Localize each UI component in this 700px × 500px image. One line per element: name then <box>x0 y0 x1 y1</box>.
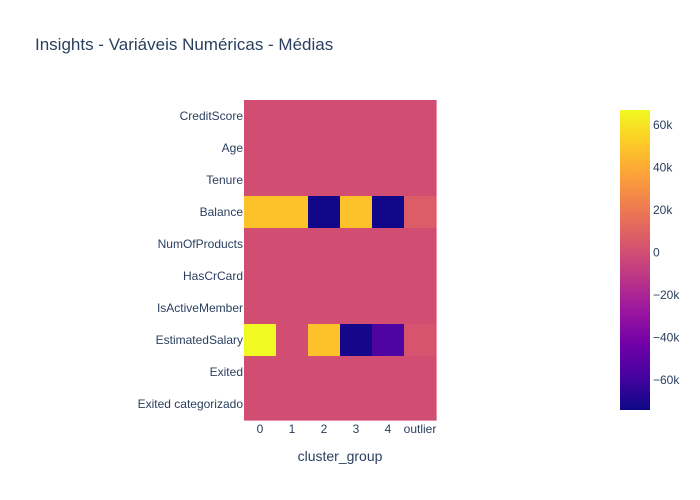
heatmap-cell <box>372 292 405 325</box>
heatmap-cell <box>244 164 277 197</box>
x-tick-label: 1 <box>289 422 296 436</box>
colorbar-tick-label: 0 <box>653 246 660 260</box>
heatmap-cell <box>276 356 309 389</box>
y-tick-label: IsActiveMember <box>157 301 243 315</box>
heatmap-cell <box>308 132 341 165</box>
heatmap-cell <box>308 324 341 357</box>
y-tick-label: EstimatedSalary <box>156 333 243 347</box>
heatmap-cell <box>372 164 405 197</box>
y-tick-label: HasCrCard <box>183 269 243 283</box>
heatmap-cell <box>276 196 309 229</box>
heatmap-cell <box>404 164 437 197</box>
heatmap-cell <box>276 132 309 165</box>
x-axis-ticks: 0 1 2 3 4 outlier <box>257 422 437 436</box>
heatmap-cell <box>340 164 373 197</box>
heatmap-cell <box>276 388 309 421</box>
heatmap-cell <box>244 100 277 133</box>
x-tick-label: 3 <box>353 422 360 436</box>
heatmap-cell <box>340 324 373 357</box>
heatmap-cell <box>308 164 341 197</box>
y-tick-label: Balance <box>200 205 244 219</box>
heatmap-cell <box>340 292 373 325</box>
y-tick-label: Exited categorizado <box>138 397 244 411</box>
heatmap-cell <box>276 100 309 133</box>
heatmap-cell <box>244 356 277 389</box>
colorbar-tick-label: −60k <box>653 373 680 387</box>
heatmap-cell <box>340 228 373 261</box>
heatmap-cell <box>340 196 373 229</box>
heatmap-cells <box>244 100 437 421</box>
heatmap-cell <box>372 100 405 133</box>
heatmap-cell <box>404 356 437 389</box>
heatmap-cell <box>404 132 437 165</box>
heatmap-cell <box>404 292 437 325</box>
colorbar <box>620 110 650 410</box>
heatmap-cell <box>308 100 341 133</box>
colorbar-tick-label: 20k <box>653 203 673 217</box>
heatmap-cell <box>308 228 341 261</box>
heatmap-cell <box>340 132 373 165</box>
heatmap-cell <box>372 324 405 357</box>
heatmap-cell <box>404 260 437 293</box>
heatmap-cell <box>276 164 309 197</box>
heatmap-cell <box>244 324 277 357</box>
heatmap-cell <box>404 228 437 261</box>
heatmap-cell <box>308 196 341 229</box>
y-axis-ticks: CreditScore Age Tenure Balance NumOfProducts… <box>138 109 244 411</box>
heatmap-cell <box>372 228 405 261</box>
heatmap-cell <box>404 100 437 133</box>
heatmap-cell <box>340 260 373 293</box>
heatmap-cell <box>276 292 309 325</box>
colorbar-tick-label: 40k <box>653 160 673 174</box>
heatmap-cell <box>244 388 277 421</box>
heatmap-cell <box>244 292 277 325</box>
heatmap-cell <box>340 100 373 133</box>
chart-title: Insights - Variáveis Numéricas - Médias <box>35 35 333 54</box>
heatmap-cell <box>308 388 341 421</box>
heatmap-cell <box>404 324 437 357</box>
colorbar-tick-label: −40k <box>653 331 680 345</box>
heatmap-cell <box>340 356 373 389</box>
colorbar-tick-label: 60k <box>653 118 673 132</box>
colorbar-ticks: 60k 40k 20k 0 −20k −40k −60k <box>653 118 680 387</box>
y-tick-label: Tenure <box>206 173 243 187</box>
heatmap-cell <box>244 260 277 293</box>
x-tick-label: outlier <box>404 422 437 436</box>
heatmap-cell <box>244 228 277 261</box>
heatmap-cell <box>276 228 309 261</box>
y-tick-label: CreditScore <box>180 109 244 123</box>
heatmap-cell <box>404 388 437 421</box>
heatmap-cell <box>372 196 405 229</box>
heatmap-cell <box>372 260 405 293</box>
y-tick-label: Age <box>222 141 244 155</box>
heatmap-cell <box>276 260 309 293</box>
x-tick-label: 2 <box>321 422 328 436</box>
heatmap-cell <box>372 132 405 165</box>
heatmap-cell <box>340 388 373 421</box>
heatmap-cell <box>404 196 437 229</box>
heatmap-cell <box>244 132 277 165</box>
x-tick-label: 4 <box>385 422 392 436</box>
heatmap-cell <box>276 324 309 357</box>
heatmap-cell <box>308 292 341 325</box>
x-axis-title: cluster_group <box>298 448 383 464</box>
y-tick-label: NumOfProducts <box>158 237 243 251</box>
heatmap-cell <box>308 356 341 389</box>
x-tick-label: 0 <box>257 422 264 436</box>
colorbar-tick-label: −20k <box>653 288 680 302</box>
heatmap-cell <box>372 356 405 389</box>
y-tick-label: Exited <box>210 365 243 379</box>
heatmap-cell <box>372 388 405 421</box>
heatmap-cell <box>244 196 277 229</box>
heatmap-cell <box>308 260 341 293</box>
